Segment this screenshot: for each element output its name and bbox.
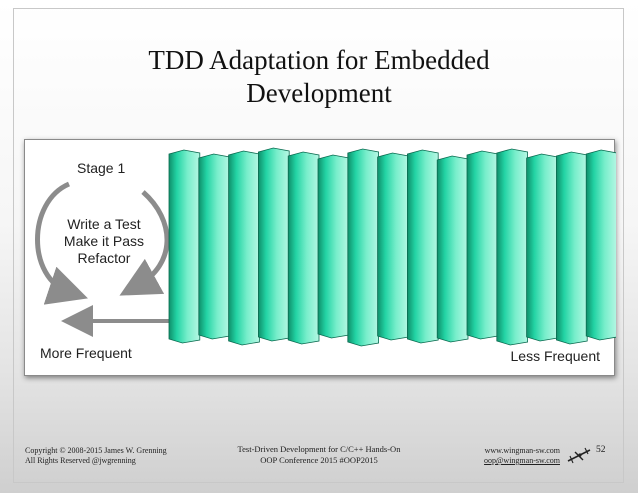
cover-strip: [496, 148, 528, 346]
less-frequent-label: Less Frequent: [510, 348, 601, 364]
cover-strips: [168, 147, 616, 347]
slide-frame: [13, 8, 624, 483]
title-line-2: Development: [246, 78, 392, 108]
footer-course: Test-Driven Development for C/C++ Hands-…: [196, 444, 442, 466]
stage-panel: Stage 1 Write a Test Make it Pass Refact…: [24, 139, 616, 376]
cover-strip: [198, 153, 230, 340]
cover-strip: [317, 154, 350, 339]
step-write-test: Write a Test: [67, 216, 141, 232]
cover-strip: [407, 149, 439, 344]
page-number: 52: [596, 445, 606, 455]
cover-strip: [347, 148, 379, 347]
course-line-2: OOP Conference 2015 #OOP2015: [260, 455, 378, 465]
step-make-pass: Make it Pass: [63, 233, 145, 249]
slide-title: TDD Adaptation for Embedded Development: [0, 44, 638, 110]
more-frequent-label: More Frequent: [40, 345, 132, 361]
title-line-1: TDD Adaptation for Embedded: [148, 45, 490, 75]
copyright-line-1: Copyright © 2008-2015 James W. Grenning: [25, 446, 167, 455]
cycle-arrow-left: [35, 181, 88, 305]
cover-strip: [585, 149, 616, 341]
footer-contact: www.wingman-sw.com oop@wingman-sw.com: [470, 446, 560, 466]
cycle-steps: Write a Test Make it Pass Refactor: [49, 216, 159, 267]
email-link[interactable]: oop@wingman-sw.com: [484, 456, 560, 465]
cycle-arrow-right: [119, 190, 170, 296]
course-line-1: Test-Driven Development for C/C++ Hands-…: [237, 444, 401, 454]
stage-label: Stage 1: [77, 160, 126, 176]
cover-strip: [168, 149, 201, 344]
footer-copyright: Copyright © 2008-2015 James W. Grenning …: [25, 446, 167, 466]
copyright-line-2: All Rights Reserved @jwgrenning: [25, 456, 136, 465]
cover-strip: [377, 152, 409, 341]
cover-strip: [228, 150, 260, 346]
step-refactor: Refactor: [77, 250, 131, 266]
cover-strip: [466, 150, 499, 340]
cycle-arrows-graphic: [35, 181, 175, 337]
cover-strip: [526, 153, 558, 342]
website-link[interactable]: www.wingman-sw.com: [484, 446, 560, 455]
cover-strip: [287, 151, 320, 345]
cover-strip: [436, 155, 469, 343]
cover-strip: [258, 147, 290, 342]
wingman-plane-icon: [567, 447, 591, 464]
cover-strip: [556, 151, 588, 345]
